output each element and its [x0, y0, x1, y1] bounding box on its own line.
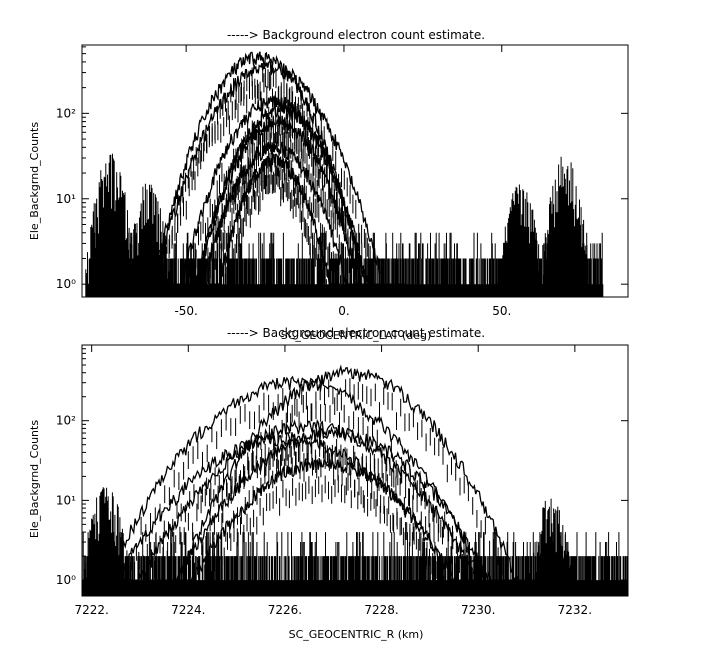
- x-axis-label: SC_GEOCENTRIC_R (km): [289, 628, 424, 641]
- plot-frame: [81, 44, 629, 298]
- x-axis-label: SC_GEOCENTRIC_LAT (deg): [281, 329, 432, 342]
- chart-panel-latitude: -----> Background electron count estimat…: [28, 28, 629, 342]
- x-tick-label: 7226.: [268, 603, 302, 617]
- side-bump: [539, 156, 590, 297]
- y-tick-label: 10²: [56, 106, 76, 120]
- series-line: [163, 95, 386, 285]
- series-line: [169, 458, 479, 582]
- x-tick-label: 7224.: [171, 603, 205, 617]
- chart-panel-radius: -----> Background electron count estimat…: [28, 326, 629, 641]
- chart-title: -----> Background electron count estimat…: [227, 326, 485, 340]
- y-axis: 10⁰ 10¹ 10²: [56, 348, 628, 587]
- series-line: [82, 375, 519, 581]
- series-line: [83, 432, 486, 581]
- x-tick-label: -50.: [174, 304, 197, 318]
- x-axis: 7222. 7224. 7226. 7228. 7230. 7232.: [74, 345, 615, 617]
- y-axis: 10⁰ 10¹ 10²: [56, 46, 628, 291]
- plot-area: [82, 364, 628, 596]
- y-tick-label: 10²: [56, 414, 76, 428]
- chart-title: -----> Background electron count estimat…: [227, 28, 485, 42]
- series-line: [208, 152, 341, 285]
- y-tick-label: 10¹: [56, 493, 76, 507]
- x-tick-label: 50.: [492, 304, 511, 318]
- x-tick-label: 0.: [338, 304, 349, 318]
- x-axis: -50. 0. 50.: [90, 45, 629, 318]
- side-bump: [85, 153, 136, 297]
- x-tick-label: 7232.: [558, 603, 592, 617]
- y-axis-label: Ele_Backgrnd_Counts: [28, 122, 41, 240]
- x-tick-label: 7228.: [364, 603, 398, 617]
- y-tick-label: 10⁰: [56, 277, 76, 291]
- y-tick-label: 10⁰: [56, 573, 76, 587]
- plot-area: [85, 51, 604, 297]
- y-tick-label: 10¹: [56, 192, 76, 206]
- y-axis-label: Ele_Backgrnd_Counts: [28, 420, 41, 538]
- side-bump: [495, 184, 546, 297]
- side-bump: [525, 498, 576, 596]
- plot-frame: [81, 344, 629, 597]
- x-tick-label: 7222.: [74, 603, 108, 617]
- x-tick-label: 7230.: [461, 603, 495, 617]
